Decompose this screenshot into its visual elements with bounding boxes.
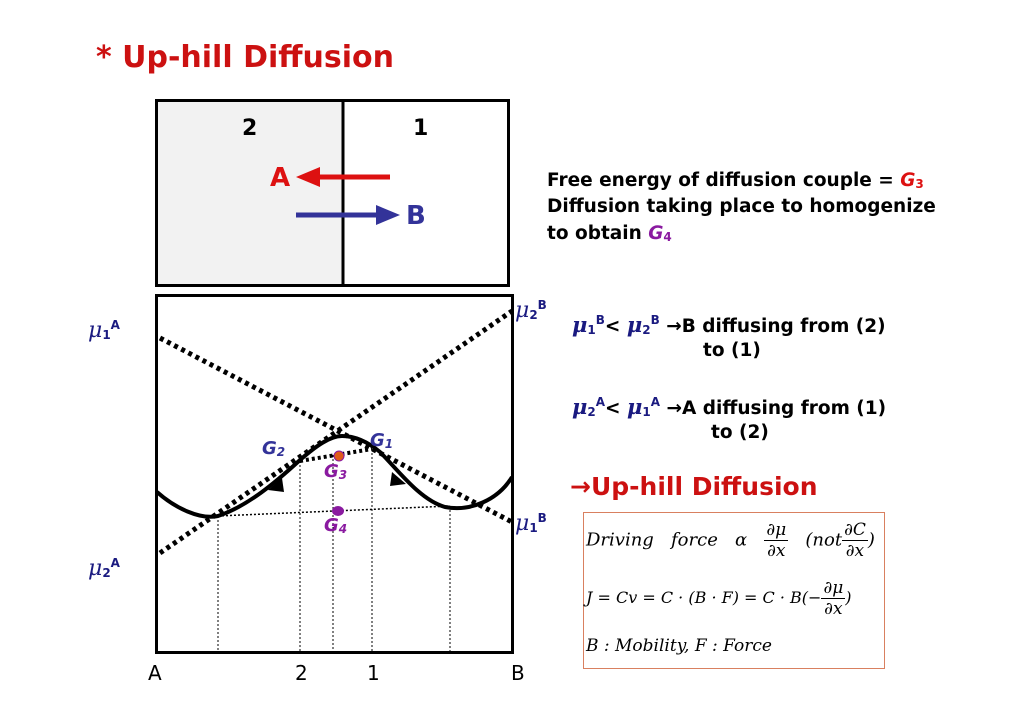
g4-point (332, 506, 344, 516)
x-label-1: 1 (367, 661, 380, 685)
info-line-3: to obtain G4 (547, 223, 672, 244)
arrow-a-label: A (270, 163, 291, 193)
mu-1-B-label: μ1B (515, 511, 547, 536)
statement-2-cont: to (2) (711, 422, 769, 443)
x-label-A: A (148, 661, 162, 685)
mu-2-A-label: μ2A (88, 556, 120, 581)
g4-label: G4 (324, 515, 348, 536)
info-line-2: Diffusion taking place to homogenize (547, 196, 936, 217)
page-title: * Up-hill Diffusion (96, 40, 395, 75)
equation-driving-force: Driving force α ∂μ ∂x (not ∂C ∂x) (586, 520, 875, 561)
curve-arrow-left (268, 478, 284, 492)
x-label-B: B (511, 661, 525, 685)
g1-label: G1 (370, 430, 394, 451)
equation-definitions: B : Mobility, F : Force (586, 636, 772, 656)
statement-1: μ1B< μ2B →B diffusing from (2) (572, 312, 886, 337)
tangent-mu-B-line (158, 308, 514, 556)
arrow-a-head (296, 167, 320, 187)
mu-2-B-label: μ2B (515, 298, 547, 323)
equations-box (583, 512, 885, 669)
arrow-b-head (376, 205, 400, 225)
mu-1-A-label: μ1A (88, 318, 120, 343)
info-line-1: Free energy of diffusion couple = G3 (547, 170, 924, 191)
equation-flux: J = Cv = C · (B · F) = C · B(− ∂μ ∂x) (586, 578, 852, 619)
region-2-fill (157, 101, 343, 286)
g3-point (333, 450, 345, 462)
statement-1-cont: to (1) (703, 340, 761, 361)
statement-2: μ2A< μ1A →A diffusing from (1) (572, 394, 887, 419)
curve-arrow-right (390, 472, 406, 486)
g2-label: G2 (262, 438, 286, 459)
x-label-2: 2 (295, 661, 308, 685)
couple-box (155, 99, 510, 287)
uphill-conclusion: →Up-hill Diffusion (570, 472, 818, 501)
arrow-b-label: B (406, 201, 426, 231)
tangent-mu-A-line (158, 335, 514, 525)
uphill-arrow: → (570, 472, 591, 501)
plot-box (155, 294, 514, 654)
uphill-text: Up-hill Diffusion (590, 472, 818, 501)
region-2-label: 2 (242, 116, 258, 141)
region-1-label: 1 (413, 116, 429, 141)
g3-label: G3 (324, 461, 348, 482)
